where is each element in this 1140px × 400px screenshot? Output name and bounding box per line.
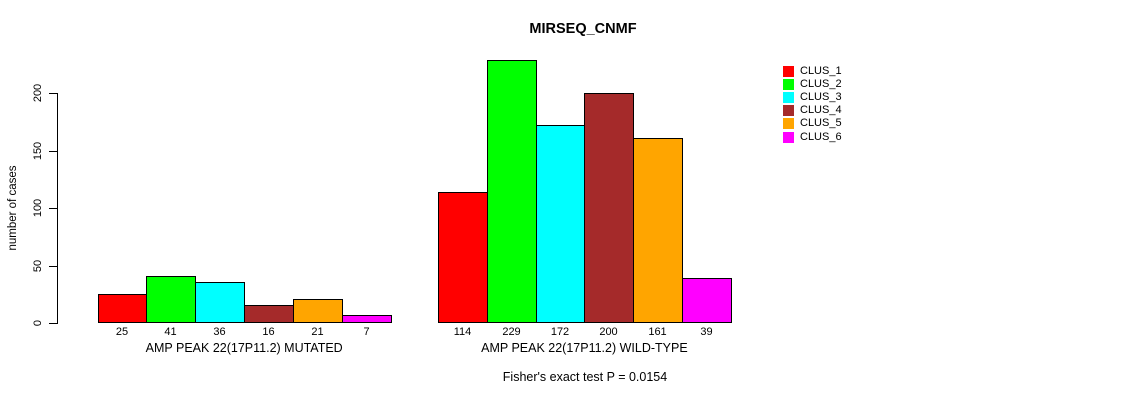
- bar: [536, 125, 585, 323]
- bar-value-label: 25: [115, 326, 129, 338]
- legend-swatch: [783, 79, 794, 90]
- bar: [146, 276, 196, 323]
- legend-label: CLUS_4: [800, 104, 842, 116]
- bar: [487, 60, 537, 323]
- y-tick-label: 100: [32, 198, 44, 218]
- bar: [584, 93, 634, 323]
- bar-value-label: 7: [363, 326, 370, 338]
- bar: [244, 305, 294, 323]
- group-label: AMP PEAK 22(17P11.2) WILD-TYPE: [481, 341, 688, 355]
- y-tick: [49, 93, 57, 94]
- y-tick: [49, 266, 57, 267]
- bar-value-label: 36: [213, 326, 226, 338]
- footnote: Fisher's exact test P = 0.0154: [502, 370, 668, 384]
- legend-label: CLUS_5: [800, 117, 842, 129]
- legend-swatch: [783, 132, 794, 143]
- y-tick: [49, 151, 57, 152]
- bar-value-label: 16: [262, 326, 275, 338]
- bar-value-label: 229: [502, 326, 521, 338]
- bar: [682, 278, 732, 323]
- bar: [438, 192, 488, 323]
- legend-swatch: [783, 66, 794, 77]
- legend-label: CLUS_2: [800, 78, 842, 90]
- bar: [98, 294, 147, 323]
- bar-value-label: 21: [311, 326, 324, 338]
- y-tick: [49, 208, 57, 209]
- legend-label: CLUS_3: [800, 91, 842, 103]
- y-tick-label: 50: [32, 259, 44, 273]
- bar: [195, 282, 245, 323]
- bar-value-label: 114: [453, 326, 472, 338]
- legend-label: CLUS_1: [800, 65, 842, 77]
- bar: [633, 138, 683, 323]
- legend-label: CLUS_6: [800, 131, 842, 143]
- bar-value-label: 172: [550, 326, 570, 338]
- legend-swatch: [783, 105, 794, 116]
- legend-swatch: [783, 118, 794, 129]
- y-tick-label: 0: [32, 319, 44, 327]
- y-tick: [49, 323, 57, 324]
- bar: [342, 315, 392, 323]
- bar-value-label: 39: [700, 326, 713, 338]
- y-axis-label: number of cases: [7, 165, 19, 251]
- y-tick-label: 150: [32, 141, 44, 161]
- bar-value-label: 200: [599, 326, 618, 338]
- y-axis-line: [57, 93, 58, 324]
- y-tick-label: 200: [32, 83, 44, 103]
- bar-value-label: 41: [164, 326, 177, 338]
- legend-swatch: [783, 92, 794, 103]
- group-label: AMP PEAK 22(17P11.2) MUTATED: [145, 341, 343, 355]
- bar-value-label: 161: [648, 326, 667, 338]
- chart-title: MIRSEQ_CNMF: [529, 21, 637, 37]
- bar: [293, 299, 343, 323]
